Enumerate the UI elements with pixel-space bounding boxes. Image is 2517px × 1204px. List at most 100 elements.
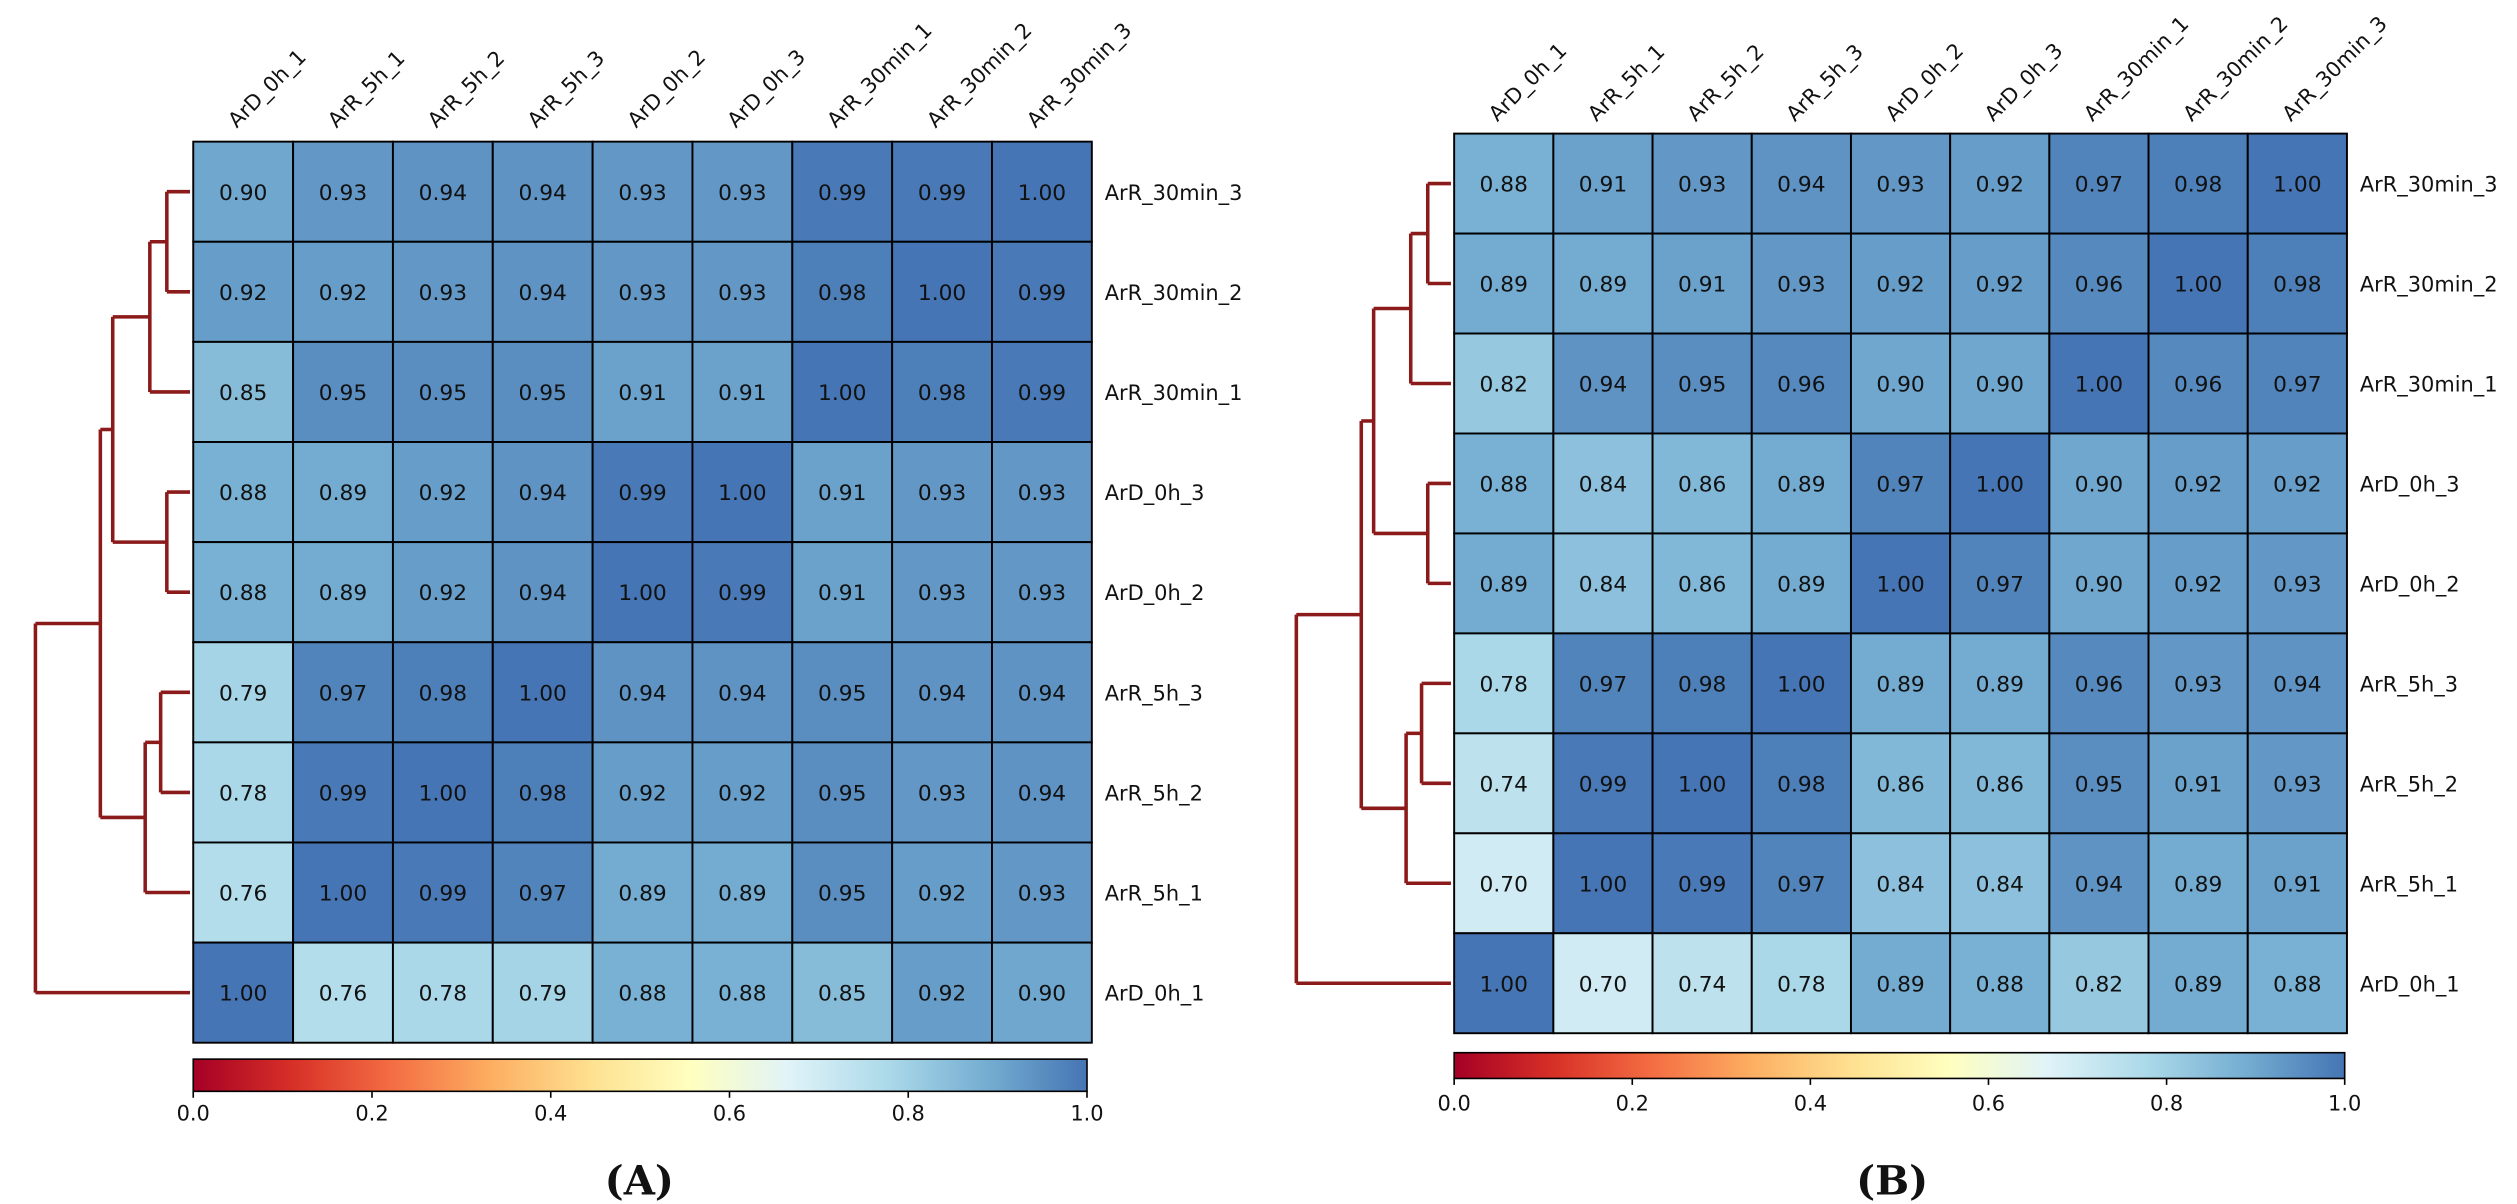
cell-value-label: 0.93 <box>918 481 966 506</box>
row-label: ArD_0h_2 <box>1105 581 1205 605</box>
row-label: ArR_5h_1 <box>2360 872 2458 896</box>
cell-value-label: 0.93 <box>618 181 666 206</box>
heatmap-cell <box>292 641 394 744</box>
cell-value-label: 0.94 <box>918 681 966 706</box>
cell-value-label: 0.93 <box>918 581 966 606</box>
heatmap-cell <box>891 140 993 243</box>
heatmap-cell <box>1552 232 1654 335</box>
cell-value-label: 0.79 <box>219 681 267 706</box>
cell-value-label: 1.00 <box>618 581 666 606</box>
row-label: ArR_30min_3 <box>1105 181 1243 205</box>
cell-value-label: 0.95 <box>2075 772 2123 797</box>
colorbar-tick-label: 1.0 <box>1070 1101 1103 1125</box>
heatmap-cell <box>1651 832 1753 935</box>
cell-value-label: 0.84 <box>1876 872 1924 897</box>
heatmap-cell <box>1651 732 1753 835</box>
heatmap-cell <box>991 240 1093 343</box>
cell-value-label: 0.89 <box>1480 273 1528 298</box>
heatmap-cell <box>791 741 894 844</box>
cell-value-label: 1.00 <box>1976 473 2024 498</box>
column-label: ArR_5h_1 <box>323 46 409 132</box>
heatmap-cell <box>1552 932 1654 1035</box>
cell-value-label: 0.88 <box>219 481 267 506</box>
row-label: ArR_5h_3 <box>2360 672 2458 696</box>
heatmap-cell <box>1849 232 1952 335</box>
heatmap-cell <box>2246 432 2348 535</box>
colorbar-tick-label: 0.6 <box>1972 1092 2005 1116</box>
heatmap-cell <box>1651 632 1753 735</box>
heatmap-cell <box>891 641 993 744</box>
heatmap-cell <box>1453 432 1555 535</box>
cell-value-label: 0.93 <box>918 781 966 806</box>
cell-value-label: 1.00 <box>419 781 467 806</box>
column-label: ArR_5h_3 <box>1781 39 1867 125</box>
cell-value-label: 1.00 <box>1678 772 1726 797</box>
heatmap-cell <box>591 641 694 744</box>
colorbar-tick-label: 0.8 <box>892 1101 925 1125</box>
cell-value-label: 0.89 <box>1579 273 1627 298</box>
cell-value-label: 0.94 <box>1018 681 1066 706</box>
column-label: ArD_0h_3 <box>722 45 810 132</box>
heatmap-cell <box>591 841 694 944</box>
row-label: ArR_30min_2 <box>1105 281 1243 305</box>
cell-value-label: 0.94 <box>2273 672 2321 697</box>
cell-value-label: 0.94 <box>419 181 467 206</box>
cell-value-label: 0.92 <box>419 481 467 506</box>
row-label: ArD_0h_1 <box>2360 972 2460 996</box>
cell-value-label: 0.92 <box>1876 273 1924 298</box>
cell-value-label: 0.94 <box>618 681 666 706</box>
cell-value-label: 0.88 <box>1976 972 2024 997</box>
heatmap-cell <box>2147 832 2249 935</box>
cell-value-label: 0.89 <box>1976 672 2024 697</box>
heatmap-cell <box>1453 732 1555 835</box>
heatmap-cell <box>292 340 394 443</box>
column-label: ArR_5h_2 <box>423 46 509 132</box>
column-label: ArR_5h_2 <box>1682 39 1768 125</box>
row-label: ArD_0h_2 <box>2360 572 2460 596</box>
cell-value-label: 0.84 <box>1579 473 1627 498</box>
cell-value-label: 1.00 <box>1579 872 1627 897</box>
cell-value-label: 0.78 <box>1480 672 1528 697</box>
heatmap-cell <box>2246 632 2348 735</box>
cell-value-label: 0.95 <box>818 681 866 706</box>
row-label: ArR_5h_1 <box>1105 882 1203 906</box>
heatmap-cell <box>1949 932 2051 1035</box>
cell-value-label: 0.76 <box>219 882 267 907</box>
cell-value-label: 0.88 <box>618 982 666 1007</box>
heatmap-cell <box>1750 232 1852 335</box>
heatmap-cell <box>192 741 295 844</box>
heatmap-cell <box>2147 732 2249 835</box>
cell-value-label: 0.95 <box>519 381 567 406</box>
heatmap-cell <box>2048 232 2150 335</box>
heatmap-cell <box>1552 432 1654 535</box>
cell-value-label: 0.74 <box>1480 772 1528 797</box>
heatmap-cell <box>1750 532 1852 635</box>
cell-value-label: 0.97 <box>1579 672 1627 697</box>
heatmap-cell <box>491 441 594 544</box>
heatmap-cell <box>2147 632 2249 735</box>
cell-value-label: 0.89 <box>1777 473 1825 498</box>
cell-value-label: 0.98 <box>818 281 866 306</box>
heatmap-cell <box>1949 832 2051 935</box>
heatmap-cell <box>2246 532 2348 635</box>
colorbar-tick-label: 0.0 <box>1438 1092 1471 1116</box>
column-label: ArR_30min_3 <box>2277 12 2391 126</box>
heatmap-cell <box>691 841 794 944</box>
colorbar-tick-label: 0.4 <box>1794 1092 1827 1116</box>
heatmap-cell <box>1750 432 1852 535</box>
heatmap-cell <box>1750 332 1852 435</box>
heatmap-cell <box>2048 932 2150 1035</box>
column-label: ArR_30min_2 <box>2178 12 2292 126</box>
cell-value-label: 1.00 <box>918 281 966 306</box>
column-label: ArR_30min_1 <box>822 18 936 132</box>
heatmap-cell <box>591 340 694 443</box>
heatmap-cell <box>292 441 394 544</box>
cell-value-label: 0.91 <box>1579 173 1627 198</box>
cell-value-label: 1.00 <box>2174 273 2222 298</box>
heatmap-cell <box>391 641 494 744</box>
cell-value-label: 0.90 <box>1976 373 2024 398</box>
heatmap-cell <box>691 641 794 744</box>
cell-value-label: 0.74 <box>1678 972 1726 997</box>
column-label: ArR_30min_2 <box>922 18 1036 132</box>
column-label: ArR_5h_1 <box>1583 39 1669 125</box>
